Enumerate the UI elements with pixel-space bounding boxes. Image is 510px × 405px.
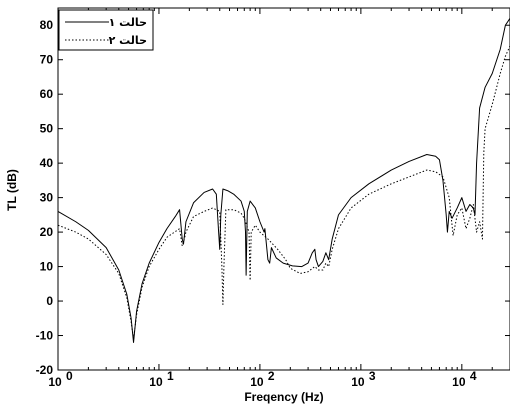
y-tick-label: 0 [46,294,53,308]
series-layer [57,18,510,343]
legend-box [58,9,154,51]
legend: حالت ۱ حالت ۲ [58,9,154,51]
x-tick-exponent: 4 [470,369,477,383]
y-tick-label: -10 [36,329,54,343]
legend-label-series-2: حالت ۲ [109,34,147,47]
y-tick-label: 40 [40,156,54,170]
legend-label-series-1: حالت ۱ [109,16,147,29]
y-tick-label: 50 [40,122,54,136]
y-tick-label: 30 [40,191,54,205]
x-tick-label: 10 [250,375,264,389]
x-tick-label: 10 [149,375,163,389]
tick-layer: -20 -10 0 10 20 30 40 50 60 70 80 10 0 10 1 10 2 10 3 10 4 [36,8,510,389]
x-tick-label: 10 [452,375,466,389]
plot-frame [57,7,510,371]
y-tick-label: 20 [40,225,54,239]
y-tick-label: 70 [40,53,54,67]
x-tick-label: 10 [351,375,365,389]
x-tick-label: 10 [48,375,62,389]
y-tick-label: -20 [36,363,54,377]
x-tick-exponent: 0 [66,369,73,383]
y-tick-label: 60 [40,87,54,101]
series-line-2 [57,45,510,340]
x-tick-exponent: 1 [167,369,174,383]
x-axis-label: Freqency (Hz) [244,390,323,404]
y-axis-label: TL (dB) [5,169,19,211]
x-tick-exponent: 3 [369,369,376,383]
y-tick-label: 80 [40,18,54,32]
x-tick-exponent: 2 [268,369,275,383]
series-line-1 [57,18,510,343]
y-tick-label: 10 [40,260,54,274]
